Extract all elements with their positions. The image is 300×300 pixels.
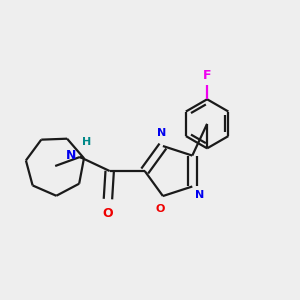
Text: N: N bbox=[157, 128, 166, 138]
Text: N: N bbox=[66, 149, 76, 162]
Text: N: N bbox=[195, 190, 205, 200]
Text: H: H bbox=[82, 137, 91, 147]
Text: O: O bbox=[103, 207, 113, 220]
Text: O: O bbox=[155, 204, 165, 214]
Text: F: F bbox=[203, 69, 212, 82]
